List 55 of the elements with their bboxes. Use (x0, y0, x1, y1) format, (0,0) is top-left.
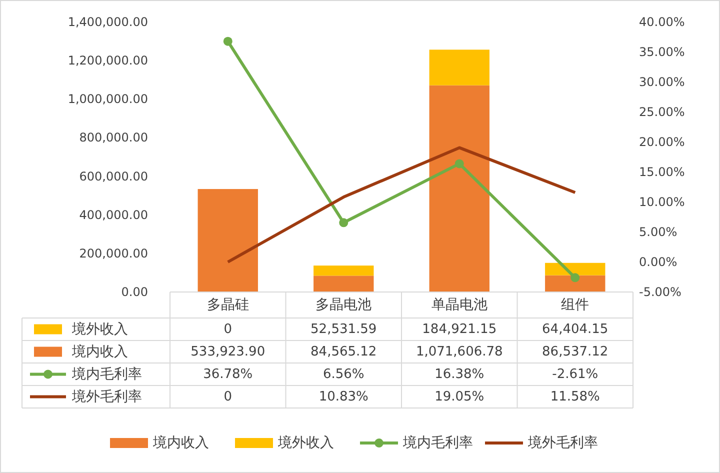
data-label: 0 (224, 322, 232, 337)
legend-label: 境内毛利率 (71, 366, 142, 382)
y-tick-label: 400,000.00 (79, 208, 148, 222)
y2-tick-label: 35.00% (639, 45, 685, 59)
bar (314, 266, 374, 276)
data-label: 184,921.15 (422, 322, 497, 337)
bar (314, 276, 374, 292)
y2-tick-label: 0.00% (639, 255, 678, 269)
bar (198, 189, 258, 292)
legend-label: 境内收入 (71, 344, 128, 360)
x-tick-label: 多晶电池 (316, 297, 372, 313)
data-label: 19.05% (434, 389, 484, 404)
y-tick-label: 600,000.00 (79, 169, 148, 184)
text: 境外收入 (72, 321, 128, 338)
y-tick-label: 1,200,000.00 (68, 54, 148, 68)
y-tick-label: 1,400,000.00 (68, 15, 148, 29)
bar (545, 275, 606, 292)
data-label: 64,404.15 (542, 322, 608, 337)
y2-tick-label: -5.00% (639, 285, 682, 299)
y2-tick-label: 25.00% (639, 105, 685, 119)
point (454, 159, 464, 168)
x-tick-label: 多晶硅 (206, 297, 249, 313)
bar (545, 262, 606, 276)
y-tick-label: 1,000,000.00 (68, 92, 148, 106)
data-label: 36.78% (203, 366, 253, 382)
point (570, 273, 580, 282)
y2-tick-label: 20.00% (639, 135, 685, 149)
y2-tick-label: 5.00% (639, 225, 678, 239)
data-label: 6.56% (322, 366, 364, 382)
legend-label: 境外收入 (277, 435, 334, 451)
x-tick-label: 单晶电池 (431, 297, 488, 313)
data-label: 86,537.12 (542, 344, 608, 360)
bar (429, 85, 490, 292)
data-label: 84,565.12 (310, 344, 377, 360)
data-label: 52,531.59 (310, 322, 377, 337)
data-label: 0 (224, 389, 232, 404)
data-label: 11.58% (550, 389, 600, 404)
y-tick-label: 800,000.00 (79, 130, 148, 145)
data-label: 1,071,606.78 (416, 344, 503, 360)
y-tick-label: 0.00 (121, 285, 148, 299)
data-label: 533,923.90 (190, 344, 266, 360)
data-label: -2.61% (552, 366, 598, 382)
legend: 境内收入 境外收入 境内毛利率 境外毛利率 (110, 435, 598, 451)
y2-tick-label: 10.00% (639, 195, 685, 209)
point (339, 218, 348, 228)
y2-tick-label: 15.00% (639, 165, 685, 179)
data-label: 10.83% (318, 389, 368, 404)
legend-label: 境外毛利率 (71, 388, 142, 405)
y-tick-label: 200,000.00 (79, 246, 148, 260)
bar (429, 50, 490, 86)
point (223, 36, 232, 46)
y2-tick-label: 40.00% (639, 15, 685, 29)
y2-tick-label: 30.00% (639, 75, 685, 89)
data-label: 16.38% (434, 366, 484, 382)
x-tick-label: 组件 (561, 297, 590, 313)
